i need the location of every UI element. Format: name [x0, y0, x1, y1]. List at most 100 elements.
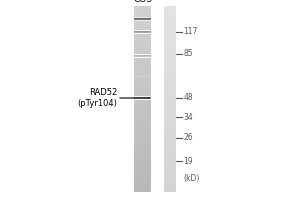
- Bar: [134, 97, 151, 99]
- Bar: [164, 45, 175, 46]
- Bar: [134, 136, 151, 138]
- Bar: [134, 156, 151, 158]
- Bar: [164, 18, 175, 20]
- Bar: [134, 167, 151, 169]
- Bar: [164, 169, 175, 170]
- Bar: [134, 49, 151, 51]
- Bar: [164, 103, 175, 105]
- Bar: [134, 182, 151, 184]
- Bar: [134, 179, 151, 181]
- Bar: [164, 76, 175, 77]
- Bar: [134, 18, 151, 19]
- Bar: [164, 54, 175, 56]
- Bar: [164, 71, 175, 73]
- Bar: [164, 178, 175, 180]
- Bar: [164, 100, 175, 102]
- Bar: [134, 138, 151, 139]
- Bar: [134, 62, 151, 63]
- Bar: [134, 71, 151, 73]
- Bar: [134, 131, 151, 133]
- Bar: [164, 77, 175, 79]
- Bar: [164, 27, 175, 29]
- Bar: [134, 58, 151, 60]
- Bar: [164, 155, 175, 156]
- Bar: [164, 97, 175, 99]
- Bar: [134, 66, 151, 68]
- Bar: [164, 127, 175, 128]
- Bar: [164, 43, 175, 45]
- Bar: [164, 108, 175, 110]
- Bar: [164, 20, 175, 21]
- Bar: [164, 175, 175, 176]
- Bar: [134, 97, 151, 98]
- Bar: [134, 23, 151, 25]
- Bar: [164, 181, 175, 183]
- Bar: [134, 142, 151, 144]
- Bar: [134, 145, 151, 147]
- Bar: [134, 105, 151, 107]
- Bar: [134, 57, 151, 58]
- Bar: [134, 124, 151, 125]
- Bar: [134, 91, 151, 93]
- Bar: [134, 98, 151, 99]
- Bar: [134, 31, 151, 32]
- Bar: [164, 142, 175, 144]
- Bar: [134, 17, 151, 18]
- Bar: [134, 80, 151, 82]
- Bar: [134, 88, 151, 90]
- Bar: [134, 122, 151, 124]
- Bar: [164, 82, 175, 84]
- Bar: [134, 96, 151, 97]
- Bar: [164, 99, 175, 101]
- Bar: [134, 120, 151, 122]
- Bar: [134, 187, 151, 189]
- Bar: [164, 32, 175, 34]
- Bar: [164, 72, 175, 74]
- Bar: [134, 76, 151, 77]
- Bar: [164, 145, 175, 147]
- Bar: [134, 56, 151, 57]
- Bar: [164, 15, 175, 17]
- Bar: [164, 161, 175, 163]
- Bar: [164, 144, 175, 146]
- Bar: [164, 10, 175, 12]
- Bar: [134, 46, 151, 48]
- Bar: [134, 190, 151, 192]
- Bar: [164, 113, 175, 114]
- Bar: [164, 88, 175, 90]
- Bar: [134, 144, 151, 146]
- Bar: [134, 103, 151, 105]
- Bar: [134, 30, 151, 31]
- Bar: [164, 186, 175, 187]
- Bar: [164, 7, 175, 9]
- Bar: [164, 9, 175, 11]
- Bar: [164, 55, 175, 57]
- Bar: [134, 153, 151, 155]
- Bar: [164, 52, 175, 54]
- Bar: [134, 17, 151, 18]
- Bar: [134, 134, 151, 136]
- Bar: [134, 155, 151, 156]
- Bar: [164, 107, 175, 108]
- Bar: [164, 26, 175, 28]
- Bar: [134, 54, 151, 55]
- Bar: [134, 83, 151, 85]
- Bar: [134, 35, 151, 37]
- Bar: [164, 134, 175, 136]
- Bar: [134, 162, 151, 164]
- Bar: [134, 32, 151, 34]
- Bar: [134, 93, 151, 94]
- Bar: [164, 83, 175, 85]
- Bar: [134, 65, 151, 66]
- Bar: [164, 37, 175, 39]
- Bar: [134, 21, 151, 23]
- Bar: [134, 7, 151, 9]
- Bar: [164, 57, 175, 59]
- Bar: [134, 79, 151, 80]
- Bar: [134, 90, 151, 91]
- Bar: [134, 189, 151, 190]
- Bar: [164, 96, 175, 97]
- Bar: [164, 152, 175, 153]
- Bar: [134, 96, 151, 97]
- Bar: [164, 41, 175, 43]
